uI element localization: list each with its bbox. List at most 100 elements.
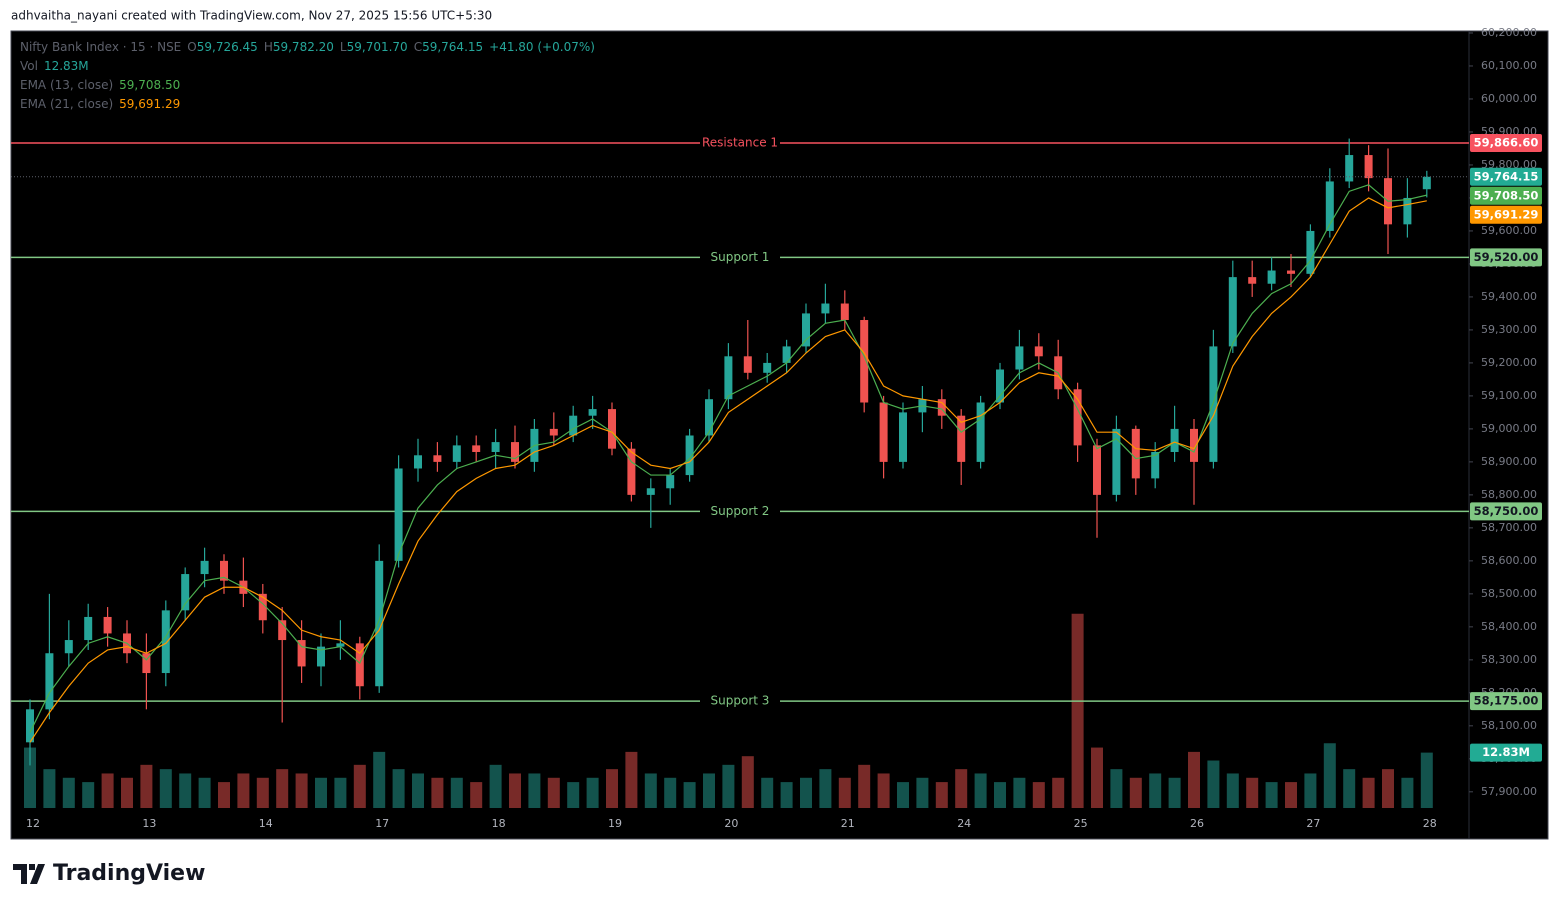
- volume-bar: [819, 769, 832, 808]
- candle-body: [627, 448, 636, 495]
- volume-bar: [1343, 769, 1356, 808]
- volume-bar: [1285, 782, 1297, 808]
- ohlc-key: O: [187, 40, 197, 54]
- x-tick-label: 18: [492, 817, 506, 830]
- volume-bar: [664, 777, 677, 808]
- x-tick-label: 28: [1423, 817, 1437, 830]
- volume-bar: [470, 782, 483, 808]
- y-tick-label: 60,100.00: [1481, 59, 1537, 72]
- level-label: Resistance 1: [702, 135, 778, 149]
- level-label-bg: [700, 134, 780, 151]
- x-tick-label: 17: [375, 817, 389, 830]
- candle-body: [860, 320, 869, 403]
- volume-bar: [179, 773, 192, 808]
- candle-body: [375, 560, 384, 687]
- ema-name: EMA (21, close): [20, 97, 114, 111]
- ema-line: [29, 184, 1427, 733]
- candle-body: [685, 435, 694, 476]
- y-tick-label: 59,800.00: [1481, 158, 1537, 171]
- volume-bar: [412, 773, 424, 808]
- candle-body: [937, 399, 946, 416]
- level-tag: 59,520.00: [1474, 250, 1539, 264]
- candle-body: [1190, 428, 1198, 462]
- level-label: Support 2: [711, 504, 770, 518]
- x-tick-label: 25: [1074, 817, 1088, 830]
- candle-body: [1287, 270, 1295, 274]
- volume-bar: [1052, 777, 1065, 808]
- volume-bar: [644, 773, 657, 808]
- volume-bar: [1129, 777, 1142, 808]
- ohlc-key: L: [339, 40, 347, 54]
- candle-body: [161, 610, 170, 674]
- candle-body: [705, 399, 713, 436]
- candle-body: [996, 369, 1004, 403]
- volume-bar: [218, 782, 230, 808]
- level-tag: 58,750.00: [1474, 504, 1539, 518]
- candle-body: [1151, 451, 1160, 479]
- ema-tag: 59,691.29: [1474, 207, 1539, 221]
- volume-bar: [935, 782, 948, 808]
- candle-body: [1112, 428, 1121, 495]
- volume-bar: [897, 782, 909, 808]
- volume-bar: [82, 782, 95, 808]
- volume-bar: [741, 756, 754, 808]
- y-tick-label: 60,200.00: [1481, 26, 1537, 39]
- ohlc-value: 59,764.15: [422, 40, 484, 54]
- volume-bar: [1013, 777, 1026, 808]
- volume-bar: [625, 751, 638, 808]
- candle-body: [64, 640, 73, 654]
- level-tag-bg: [1470, 502, 1542, 521]
- level-label-bg: [700, 249, 780, 266]
- candle-body: [646, 488, 655, 495]
- candle-body: [355, 643, 364, 687]
- volume-bar: [683, 782, 696, 808]
- level-label: Support 3: [711, 694, 770, 708]
- brand: TradingView: [53, 861, 205, 886]
- candle-body: [26, 709, 34, 743]
- volume-bar: [1071, 613, 1084, 808]
- volume-bar: [1265, 782, 1278, 808]
- legend: Nifty Bank Index · 15 · NSE O59,726.45 H5…: [20, 38, 595, 114]
- candle-body: [1093, 445, 1101, 495]
- y-tick-label: 59,100.00: [1481, 389, 1537, 402]
- y-tick-label: 60,000.00: [1481, 92, 1537, 105]
- candle-body: [549, 428, 558, 436]
- volume-bar: [315, 777, 327, 808]
- y-tick-label: 58,800.00: [1481, 488, 1537, 501]
- volume-bar: [489, 764, 502, 808]
- candle-body: [45, 653, 54, 710]
- candle-body: [317, 646, 325, 667]
- volume-bar: [62, 777, 75, 808]
- volume-name: Vol: [20, 59, 38, 73]
- candle-body: [1267, 270, 1276, 284]
- candle-body: [394, 468, 403, 561]
- legend-row: Nifty Bank Index · 15 · NSE O59,726.45 H5…: [20, 38, 595, 57]
- volume-bar: [237, 773, 250, 808]
- volume-bar: [567, 782, 580, 808]
- volume-value: 12.83M: [43, 59, 89, 73]
- symbol: Nifty Bank Index · 15 · NSE: [20, 40, 182, 54]
- ema-name: EMA (13, close): [20, 78, 114, 92]
- ema-tag: 59,708.50: [1474, 188, 1539, 202]
- candle-body: [821, 303, 830, 314]
- volume-bar: [276, 769, 289, 808]
- x-tick-label: 12: [26, 817, 40, 830]
- volume-bar: [24, 747, 36, 808]
- ohlc-key: C: [413, 40, 423, 54]
- last-price-tag: 59,764.15: [1474, 169, 1539, 183]
- volume-bar: [703, 773, 715, 808]
- ema-tag-bg: [1470, 205, 1542, 224]
- volume-bar: [800, 777, 812, 808]
- candle-body: [1422, 176, 1431, 190]
- x-tick-label: 27: [1306, 817, 1320, 830]
- chart-panel: [10, 30, 1549, 840]
- candle-body: [1248, 277, 1257, 284]
- volume-bar: [1168, 777, 1181, 808]
- volume-bar: [1149, 773, 1162, 808]
- volume-bar: [1032, 782, 1045, 808]
- ohlc-item: C59,764.15: [414, 38, 483, 57]
- volume-bar: [101, 773, 114, 808]
- ohlc-item: L59,701.70: [340, 38, 408, 57]
- y-tick-label: 59,200.00: [1481, 356, 1537, 369]
